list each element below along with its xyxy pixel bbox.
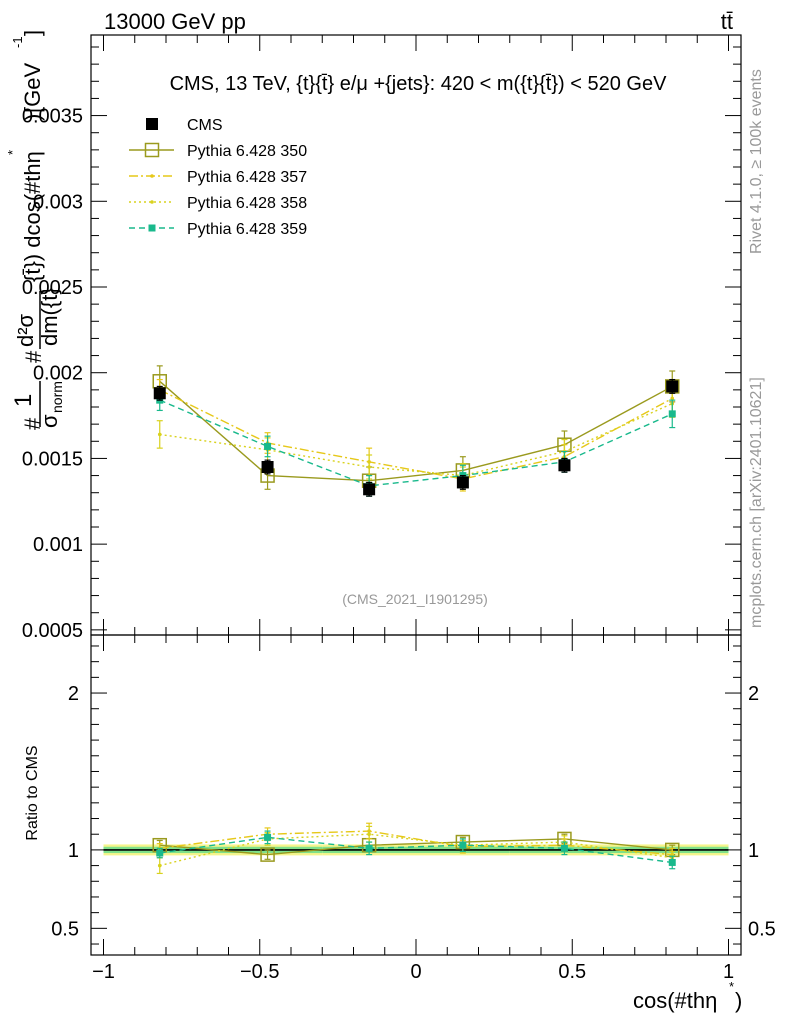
legend-label: Pythia 6.428 350 <box>187 143 307 160</box>
marker-pythia-6-428-359-0 <box>156 849 164 857</box>
legend-label: CMS <box>187 117 223 134</box>
x-axis-label-close: ) <box>735 988 742 1013</box>
ylabel-hash-2: # <box>21 350 46 363</box>
ratio-axes: 0.5 0.5 1 1 2 2 −1 −0.5 0 0.5 1 <box>51 634 776 983</box>
marker-pythia-6-428-359-legend <box>148 224 156 232</box>
ylabel-unit-close: ] <box>20 30 45 36</box>
main-plot-content <box>152 365 680 497</box>
series-line <box>159 389 673 480</box>
ylabel-numerator: d²σ <box>13 313 38 347</box>
ratio-frame <box>90 634 742 956</box>
series-line <box>159 830 673 856</box>
ylabel-denominator: dm({t} <box>37 287 62 346</box>
series-pythia-6-428-357 <box>156 378 676 492</box>
series-line <box>159 836 673 864</box>
marker-cms-3 <box>456 476 469 489</box>
series-line <box>159 380 673 482</box>
ylabel-star: * <box>5 150 20 155</box>
marker-pythia-6-428-358-0 <box>157 432 162 437</box>
series-line <box>159 838 673 856</box>
marker-pythia-6-428-350-1 <box>260 847 275 862</box>
energy-label: 13000 GeV pp <box>104 9 246 34</box>
legend-label: Pythia 6.428 357 <box>187 169 307 186</box>
y-tick-label: 0.001 <box>33 534 83 556</box>
series-cms <box>153 378 679 497</box>
x-tick-label: 0 <box>410 961 421 983</box>
marker-cms-5 <box>666 380 679 393</box>
ylabel-hash-1: # <box>20 417 45 430</box>
marker-pythia-6-428-358-2 <box>367 465 371 469</box>
marker-pythia-6-428-358-legend <box>150 200 154 204</box>
marker-pythia-6-428-359-3 <box>459 841 467 849</box>
x-tick-label: 1 <box>723 961 734 983</box>
ratio-y-tick-label: 1 <box>68 840 79 862</box>
legend-item-3: Pythia 6.428 358 <box>129 195 307 212</box>
ratio-y-tick-label-right: 0.5 <box>748 918 776 940</box>
x-axis-label-main: cos(#thη <box>633 988 717 1013</box>
legend-item-0: CMS <box>146 117 223 134</box>
marker-cms-0 <box>153 387 166 400</box>
x-axis-label-star: * <box>729 979 734 994</box>
legend-label: Pythia 6.428 358 <box>187 195 307 212</box>
marker-pythia-6-428-359-2 <box>365 844 373 852</box>
marker-cms-2 <box>363 483 376 496</box>
legend: CMS Pythia 6.428 350 Pythia 6.428 357 Pythi… <box>129 117 307 238</box>
series-line <box>159 402 673 477</box>
legend-item-4: Pythia 6.428 359 <box>129 221 307 238</box>
x-axis-label: cos(#thη * ) <box>633 979 742 1013</box>
ylabel-sigma-sub: norm <box>49 381 65 413</box>
legend-item-1: Pythia 6.428 350 <box>129 142 307 160</box>
process-label: tt̄ <box>721 9 733 34</box>
marker-pythia-6-428-350-legend <box>144 142 160 158</box>
series-pythia-6-428-350 <box>152 365 680 496</box>
marker-cms-1 <box>261 461 274 473</box>
marker-pythia-6-428-359-5 <box>668 410 676 418</box>
ratio-y-tick-label-right: 1 <box>748 840 759 862</box>
mcplots-source-label: mcplots.cern.ch [arXiv:2401.10621] <box>748 377 765 628</box>
marker-pythia-6-428-359-5 <box>668 858 676 866</box>
main-panel: CMS, 13 TeV, {t}{t̄} e/μ +{jets}: 420 < … <box>5 30 742 642</box>
marker-pythia-6-428-359-4 <box>560 844 568 852</box>
marker-cms-4 <box>558 459 571 472</box>
series-pythia-6-428-359 <box>156 389 676 497</box>
ratio-y-tick-label: 2 <box>68 683 79 705</box>
ratio-y-axis-label: Ratio to CMS <box>24 745 41 840</box>
ylabel-unit: [GeV <box>20 63 45 113</box>
marker-pythia-6-428-358-0 <box>157 863 162 868</box>
analysis-watermark: (CMS_2021_I1901295) <box>342 591 488 607</box>
y-tick-label: 0.0005 <box>22 620 83 642</box>
y-tick-label: 0.003 <box>33 191 83 213</box>
marker-pythia-6-428-358-2 <box>367 832 371 837</box>
marker-cms-legend <box>146 118 158 130</box>
series-line <box>159 833 673 867</box>
ylabel-sigma: σ <box>37 414 62 428</box>
rivet-version-label: Rivet 4.1.0, ≥ 100k events <box>748 69 765 254</box>
main-plot-title: CMS, 13 TeV, {t}{t̄} e/μ +{jets}: 420 < … <box>170 73 668 95</box>
marker-pythia-6-428-359-1 <box>264 833 272 841</box>
ylabel-unit-exp: -1 <box>10 36 25 48</box>
series-pythia-6-428-359 <box>156 830 676 870</box>
ratio-y-tick-label: 0.5 <box>51 918 79 940</box>
ylabel-close: ) <box>20 114 45 121</box>
y-tick-label: 0.0035 <box>22 106 83 128</box>
x-tick-label: 0.5 <box>558 961 586 983</box>
x-tick-label: −1 <box>92 961 115 983</box>
y-tick-label: 0.0025 <box>22 277 83 299</box>
series-line <box>159 399 673 487</box>
y-tick-label: 0.002 <box>33 363 83 385</box>
main-axes: 0.0005 0.001 0.0015 0.002 0.0025 0.003 0.0035 <box>22 34 742 642</box>
ylabel-rest: {t̄}) dcos(#thη <box>20 151 45 282</box>
ratio-y-tick-label-right: 2 <box>748 683 759 705</box>
ylabel-one: 1 <box>10 394 37 407</box>
marker-pythia-6-428-357-legend <box>150 174 154 178</box>
main-y-axis-label: # 1 σ norm # d²σ dm({t} {t̄}) dcos(#thη … <box>5 30 65 430</box>
ratio-panel: 0.5 0.5 1 1 2 2 −1 −0.5 0 0.5 1 Ratio to CMS cos(#… <box>24 634 776 1013</box>
legend-label: Pythia 6.428 359 <box>187 221 307 238</box>
marker-pythia-6-428-359-1 <box>264 442 272 450</box>
y-tick-label: 0.0015 <box>22 448 83 470</box>
legend-item-2: Pythia 6.428 357 <box>129 169 307 186</box>
ratio-plot-content <box>103 822 729 875</box>
x-tick-label: −0.5 <box>240 961 279 983</box>
